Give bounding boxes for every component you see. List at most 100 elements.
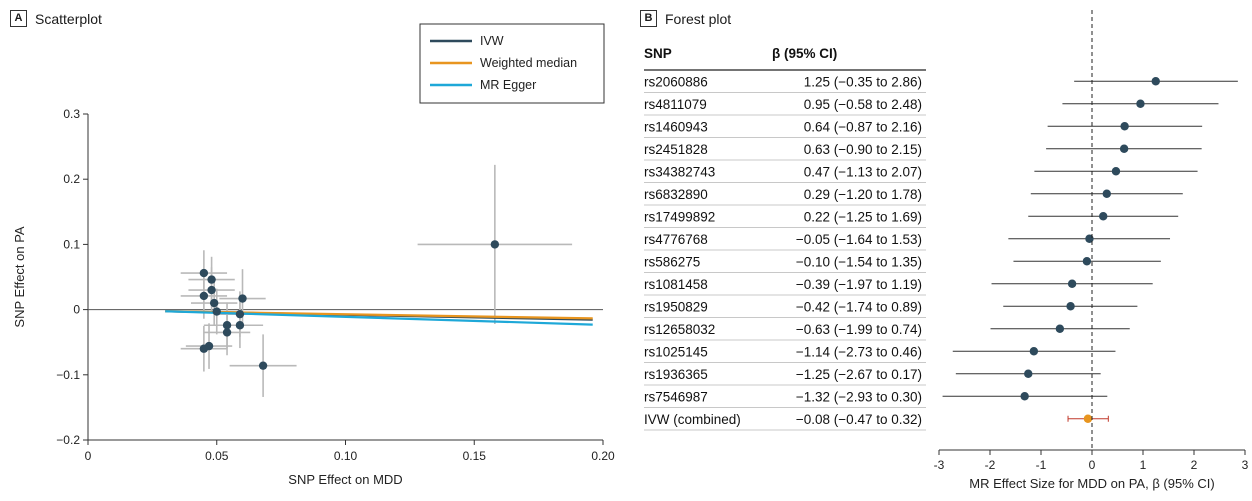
effect-point bbox=[1136, 99, 1145, 108]
snp-point-marker bbox=[235, 321, 245, 330]
forest-row: rs2060886 1.25 (−0.35 to 2.86) bbox=[644, 74, 1238, 93]
forest-row: rs6832890 0.29 (−1.20 to 1.78) bbox=[644, 187, 1183, 206]
forest-x-tick-label: -3 bbox=[934, 458, 945, 472]
row-ci-text: −0.39 (−1.97 to 1.19) bbox=[796, 277, 922, 292]
scatterplot-title: Scatterplot bbox=[35, 10, 102, 27]
row-snp-label: rs12658032 bbox=[644, 322, 715, 337]
forest-plot-panel: B Forest plot SNP β (95% CI) rs2060886 1.25… bbox=[630, 0, 1252, 496]
y-tick-label: 0.3 bbox=[63, 107, 80, 121]
row-snp-label: rs4811079 bbox=[644, 97, 707, 112]
row-ci-text: −1.25 (−2.67 to 0.17) bbox=[796, 367, 922, 382]
effect-point bbox=[1151, 77, 1160, 86]
x-axis-title: SNP Effect on MDD bbox=[288, 472, 402, 487]
y-tick-label: 0 bbox=[73, 303, 80, 317]
row-ci-text: 0.63 (−0.90 to 2.15) bbox=[804, 142, 922, 157]
effect-point bbox=[1020, 392, 1029, 401]
snp-point-marker bbox=[207, 285, 216, 295]
forest-x-tick-label: 2 bbox=[1191, 458, 1198, 472]
row-snp-label: rs1460943 bbox=[644, 119, 708, 134]
effect-point bbox=[1111, 167, 1121, 176]
forest-x-tick-label: 3 bbox=[1242, 458, 1249, 472]
row-ci-text: 0.95 (−0.58 to 2.48) bbox=[804, 97, 922, 112]
row-ci-text: 0.22 (−1.25 to 1.69) bbox=[804, 209, 922, 224]
row-snp-label: rs7546987 bbox=[644, 389, 708, 404]
x-tick-label: 0 bbox=[85, 449, 92, 463]
row-ci-text: −0.10 (−1.54 to 1.35) bbox=[796, 254, 922, 269]
forest-row: rs4776768 −0.05 (−1.64 to 1.53) bbox=[644, 232, 1171, 251]
row-snp-label: rs1950829 bbox=[644, 299, 708, 314]
row-snp-label: rs586275 bbox=[644, 254, 700, 269]
effect-point bbox=[1067, 279, 1077, 288]
x-tick-label: 0.05 bbox=[205, 449, 229, 463]
snp-point-marker bbox=[222, 321, 232, 330]
forest-row: IVW (combined) −0.08 (−0.47 to 0.32) bbox=[644, 412, 1109, 431]
forest-row: rs12658032 −0.63 (−1.99 to 0.74) bbox=[644, 322, 1130, 341]
row-ci-text: −0.42 (−1.74 to 0.89) bbox=[796, 299, 922, 314]
scatterplot-chart: −0.2 −0.1 0 0.1 0.2 0.3 0 0.05 0.10 0.15 0.20 SNP E… bbox=[12, 23, 615, 487]
snp-point-marker bbox=[490, 240, 500, 249]
legend-label: MR Egger bbox=[480, 78, 536, 92]
forest-x-axis-title: MR Effect Size for MDD on PA, β (95% CI) bbox=[969, 476, 1214, 491]
col-header-ci: β (95% CI) bbox=[772, 46, 837, 61]
forest-x-tick-label: -1 bbox=[1036, 458, 1047, 472]
forest-row: rs4811079 0.95 (−0.58 to 2.48) bbox=[644, 97, 1219, 116]
snp-point-marker bbox=[222, 328, 232, 337]
legend-label: Weighted median bbox=[480, 56, 577, 70]
forest-plot-header: B Forest plot bbox=[640, 10, 731, 27]
forest-row: rs2451828 0.63 (−0.90 to 2.15) bbox=[644, 142, 1202, 161]
scatterplot-panel: A Scatterplot −0.2 −0.1 0 0.1 0.2 0.3 0 0.05 0.1… bbox=[0, 0, 625, 496]
row-ci-text: −0.05 (−1.64 to 1.53) bbox=[796, 232, 922, 247]
forest-row: rs586275 −0.10 (−1.54 to 1.35) bbox=[644, 254, 1161, 273]
x-tick-label: 0.15 bbox=[463, 449, 487, 463]
effect-point bbox=[1055, 324, 1065, 333]
snp-point-marker bbox=[258, 361, 268, 370]
y-tick-label: −0.1 bbox=[56, 368, 80, 382]
row-ci-text: −1.32 (−2.93 to 0.30) bbox=[796, 389, 922, 404]
snp-point-marker bbox=[199, 344, 209, 353]
row-ci-text: 0.29 (−1.20 to 1.78) bbox=[804, 187, 922, 202]
effect-point bbox=[1024, 369, 1033, 378]
snp-point-marker bbox=[207, 275, 216, 284]
snp-point-marker bbox=[199, 268, 209, 278]
forest-row: rs17499892 0.22 (−1.25 to 1.69) bbox=[644, 209, 1179, 228]
row-snp-label: rs34382743 bbox=[644, 164, 715, 179]
forest-row: rs1081458 −0.39 (−1.97 to 1.19) bbox=[644, 277, 1153, 296]
row-snp-label: rs2451828 bbox=[644, 142, 708, 157]
col-header-snp: SNP bbox=[644, 46, 672, 61]
row-snp-label: rs1025145 bbox=[644, 344, 708, 359]
forest-row: rs34382743 0.47 (−1.13 to 2.07) bbox=[644, 164, 1198, 183]
row-snp-label: rs2060886 bbox=[644, 74, 708, 89]
row-ci-text: −1.14 (−2.73 to 0.46) bbox=[796, 344, 922, 359]
effect-point bbox=[1120, 122, 1129, 131]
effect-point bbox=[1083, 414, 1093, 423]
forest-row: rs1025145 −1.14 (−2.73 to 0.46) bbox=[644, 344, 1116, 363]
row-ci-text: −0.08 (−0.47 to 0.32) bbox=[796, 412, 922, 427]
forest-x-tick-label: 0 bbox=[1089, 458, 1096, 472]
effect-point bbox=[1102, 189, 1111, 198]
forest-plot-title: Forest plot bbox=[665, 10, 732, 27]
x-tick-label: 0.20 bbox=[591, 449, 615, 463]
forest-row: rs1460943 0.64 (−0.87 to 2.16) bbox=[644, 119, 1203, 138]
snp-point-marker bbox=[199, 291, 209, 301]
row-snp-label: IVW (combined) bbox=[644, 412, 741, 427]
y-tick-label: −0.2 bbox=[56, 433, 80, 447]
effect-point bbox=[1099, 212, 1108, 221]
panel-letter-b: B bbox=[640, 10, 657, 27]
panel-letter-a: A bbox=[10, 10, 27, 27]
y-axis-title: SNP Effect on PA bbox=[12, 226, 27, 327]
snp-point-marker bbox=[212, 307, 221, 316]
snp-point-marker bbox=[238, 294, 247, 303]
row-snp-label: rs17499892 bbox=[644, 209, 715, 224]
row-ci-text: −0.63 (−1.99 to 0.74) bbox=[796, 322, 922, 337]
x-tick-label: 0.10 bbox=[334, 449, 358, 463]
snp-point-marker bbox=[209, 298, 219, 308]
snp-point-marker bbox=[235, 309, 245, 319]
row-snp-label: rs1936365 bbox=[644, 367, 708, 382]
scatterplot-header: A Scatterplot bbox=[10, 10, 102, 27]
effect-point bbox=[1119, 144, 1129, 153]
forest-row: rs1936365 −1.25 (−2.67 to 0.17) bbox=[644, 367, 1101, 386]
row-snp-label: rs4776768 bbox=[644, 232, 708, 247]
effect-point bbox=[1066, 302, 1075, 311]
row-ci-text: 0.47 (−1.13 to 2.07) bbox=[804, 164, 922, 179]
forest-row: rs7546987 −1.32 (−2.93 to 0.30) bbox=[644, 389, 1108, 408]
